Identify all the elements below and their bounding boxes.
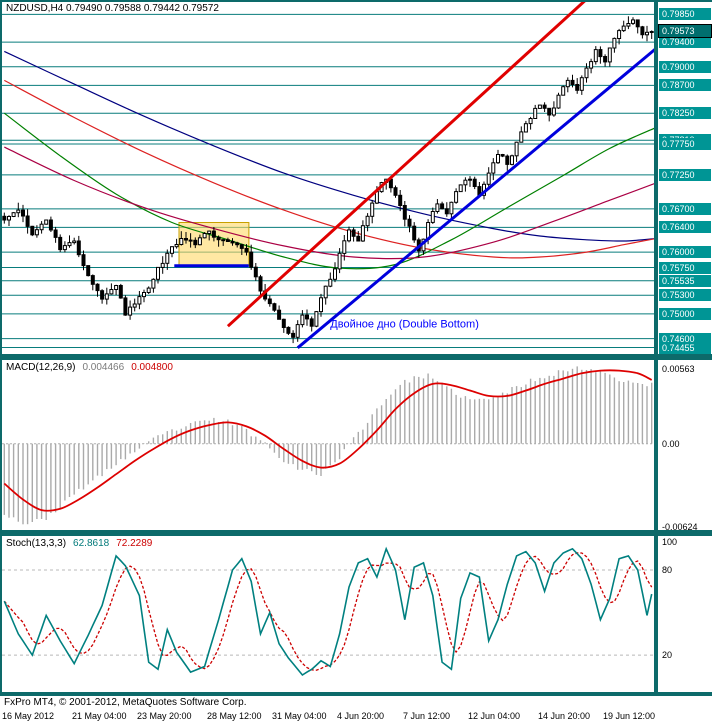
stochastic-canvas [2, 546, 654, 677]
price-level-badge: 0.79850 [659, 8, 711, 20]
macd-signal-line [3, 369, 653, 512]
macd-histogram [3, 366, 653, 525]
ma-navy [4, 50, 654, 242]
price-level-badge: 0.75535 [659, 275, 711, 287]
price-level-badge: 0.76000 [659, 246, 711, 258]
stochastic-panel[interactable]: Stoch(13,3,3) 62.8618 72.2289 [2, 536, 654, 692]
macd-panel[interactable]: MACD(12,26,9) 0.004466 0.004800 [2, 360, 654, 530]
stoch-d-line [3, 552, 653, 671]
stoch-name: Stoch(13,3,3) [6, 538, 67, 549]
price-level-badge: 0.79400 [659, 36, 711, 48]
level-lines [2, 13, 654, 348]
price-level-badge: 0.77250 [659, 169, 711, 181]
macd-axis[interactable]: 0.00563 0.00 -0.00624 [658, 360, 712, 530]
price-level-badge: 0.76400 [659, 221, 711, 233]
footer: FxPro MT4, © 2001-2012, MetaQuotes Softw… [0, 696, 712, 725]
price-chart-canvas: Двойное дно (Double Bottom) [2, 2, 654, 349]
ma-red [4, 79, 654, 259]
macd-axis-label: -0.00624 [662, 522, 698, 530]
ma-crimson [4, 146, 654, 260]
time-axis-label: 12 Jun 04:00 [468, 711, 521, 721]
trendline-blue [296, 48, 654, 349]
time-axis-label: 19 Jun 12:00 [603, 711, 656, 721]
stoch-axis-label: 100 [662, 537, 678, 547]
time-axis-label: 14 Jun 20:00 [538, 711, 591, 721]
price-axis[interactable]: 0.798500.794000.790000.787000.782500.778… [658, 2, 712, 354]
stoch-k-line [3, 546, 653, 677]
macd-canvas [2, 366, 654, 525]
double-bottom-annotation: Двойное дно (Double Bottom) [330, 318, 479, 330]
ma-green [3, 112, 654, 270]
trendline-red [226, 2, 586, 328]
price-level-badge: 0.74455 [659, 342, 711, 354]
macd-axis-label: 0.00 [662, 439, 680, 449]
price-level-badge: 0.75000 [659, 308, 711, 320]
price-level-badge: 0.76700 [659, 203, 711, 215]
time-axis-label: 21 May 04:00 [72, 711, 127, 721]
macd-name: MACD(12,26,9) [6, 362, 76, 373]
stochastic-axis[interactable]: 100 80 20 [658, 536, 712, 692]
stoch-d-value: 72.2289 [116, 538, 153, 549]
time-axis-label: 4 Jun 20:00 [337, 711, 385, 721]
macd-label: MACD(12,26,9) 0.004466 0.004800 [6, 362, 173, 373]
time-axis-label: 28 May 12:00 [207, 711, 262, 721]
current-price-badge: 0.79573 [658, 24, 712, 38]
price-level-badge: 0.78700 [659, 79, 711, 91]
stoch-level-lines [2, 569, 654, 656]
stochastic-label: Stoch(13,3,3) 62.8618 72.2289 [6, 538, 152, 549]
price-chart-panel[interactable]: Двойное дно (Double Bottom) NZDUSD,H4 0.… [2, 2, 654, 354]
time-axis-label: 16 May 2012 [2, 711, 55, 721]
price-level-badge: 0.75300 [659, 289, 711, 301]
macd-axis-label: 0.00563 [662, 364, 695, 374]
copyright-text: FxPro MT4, © 2001-2012, MetaQuotes Softw… [4, 697, 247, 708]
price-level-badge: 0.77750 [659, 138, 711, 150]
price-level-badge: 0.79000 [659, 61, 711, 73]
stoch-axis-label: 80 [662, 565, 673, 575]
moving-averages [3, 50, 654, 270]
time-axis[interactable]: 16 May 2012 21 May 04:00 23 May 20:00 28 Ma… [0, 696, 712, 725]
time-axis-label: 23 May 20:00 [137, 711, 192, 721]
chart-title: NZDUSD,H4 0.79490 0.79588 0.79442 0.7957… [6, 3, 219, 14]
macd-main-value: 0.004466 [82, 362, 125, 373]
price-level-badge: 0.75750 [659, 262, 711, 274]
stoch-k-value: 62.8618 [73, 538, 110, 549]
time-axis-label: 31 May 04:00 [272, 711, 327, 721]
price-level-badge: 0.78250 [659, 107, 711, 119]
macd-signal-value: 0.004800 [131, 362, 173, 373]
time-axis-label: 7 Jun 12:00 [403, 711, 451, 721]
stoch-axis-label: 20 [662, 650, 673, 660]
